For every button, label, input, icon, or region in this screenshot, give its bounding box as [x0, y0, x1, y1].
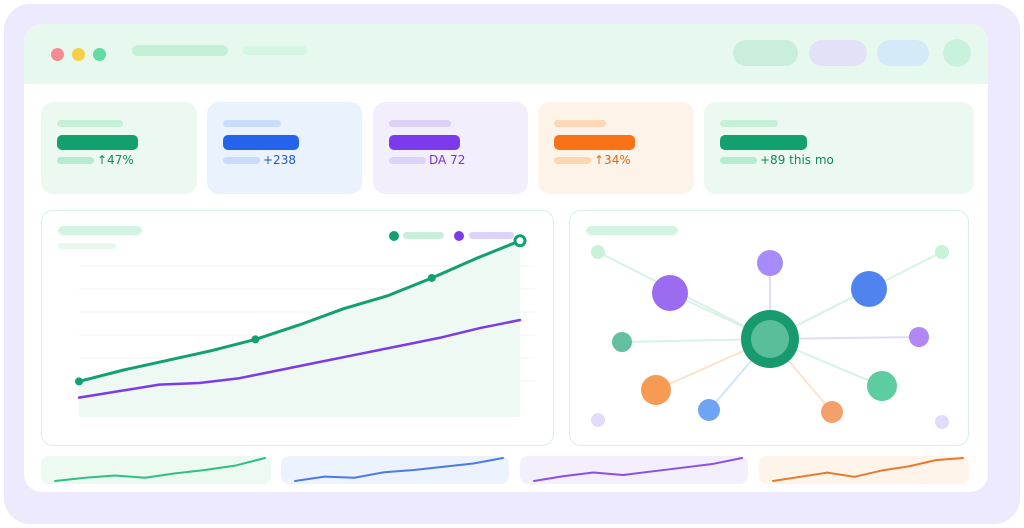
stat-sub-placeholder	[554, 157, 591, 164]
line-chart-panel	[41, 210, 554, 446]
series-line-1	[77, 239, 522, 383]
graph-node	[821, 401, 843, 423]
legend-label-placeholder	[403, 232, 444, 239]
stat-value-bar	[223, 135, 299, 150]
sparkline	[54, 457, 266, 482]
legend-label-placeholder	[469, 232, 514, 239]
toolbar-pill-2[interactable]	[809, 40, 867, 66]
stat-delta: +89 this mo	[760, 153, 834, 167]
window-title-placeholder	[132, 45, 228, 56]
maximize-dot[interactable]	[93, 48, 106, 61]
stat-sub-placeholder	[389, 157, 426, 164]
data-point	[75, 377, 83, 386]
dashboard-window: ↑47% +238 DA 72 ↑34% +89 this mo	[24, 24, 988, 492]
graph-node	[591, 413, 605, 427]
legend-dot-green	[389, 231, 399, 241]
sparkline	[533, 457, 743, 482]
chart-title-placeholder	[58, 226, 142, 235]
stat-value-bar	[554, 135, 635, 150]
data-point-highlight	[513, 234, 527, 248]
graph-node	[909, 327, 929, 347]
graph-node	[698, 399, 720, 421]
series-line-2	[77, 318, 522, 399]
graph-node	[851, 271, 887, 307]
area-fill	[79, 240, 520, 417]
stat-value-bar	[389, 135, 460, 150]
sparkline-path	[54, 457, 266, 482]
stat-delta: ↑47%	[97, 153, 134, 167]
stat-card-5: +89 this mo	[704, 102, 974, 194]
stat-delta: DA 72	[429, 153, 466, 167]
stat-label-placeholder	[720, 120, 778, 127]
sparkline-path	[772, 457, 964, 482]
graph-node	[641, 375, 671, 405]
sparkline	[772, 457, 964, 482]
graph-node	[867, 371, 897, 401]
sparkline-path	[294, 457, 504, 482]
stat-card-3: DA 72	[373, 102, 528, 194]
graph-title-placeholder	[586, 226, 678, 235]
toolbar-pill-1[interactable]	[733, 40, 798, 66]
sparkline	[294, 457, 504, 482]
line-chart	[75, 234, 535, 417]
stat-value-bar	[720, 135, 807, 150]
stat-sub-placeholder	[57, 157, 94, 164]
sparkline-card-3	[520, 456, 748, 484]
stat-sub-placeholder	[223, 157, 260, 164]
stat-label-placeholder	[554, 120, 606, 127]
stat-sub-placeholder	[720, 157, 757, 164]
graph-node	[612, 332, 632, 352]
sparkline-path	[533, 457, 743, 482]
stat-value-bar	[57, 135, 138, 150]
stat-card-1: ↑47%	[41, 102, 197, 194]
chart-subtitle-placeholder	[58, 243, 116, 249]
stat-label-placeholder	[223, 120, 281, 127]
network-graph	[591, 245, 949, 429]
stat-card-2: +238	[207, 102, 362, 194]
graph-node	[591, 245, 605, 259]
graph-node	[652, 275, 688, 311]
stat-label-placeholder	[389, 120, 451, 127]
stat-delta: +238	[263, 153, 296, 167]
toolbar-pill-3[interactable]	[877, 40, 929, 66]
data-point	[427, 273, 436, 282]
graph-node	[757, 250, 783, 276]
sparkline-card-4	[759, 456, 969, 484]
legend-dot-purple	[454, 231, 464, 241]
avatar[interactable]	[943, 39, 971, 67]
graph-node	[935, 415, 949, 429]
graph-hub-inner	[751, 320, 789, 358]
close-dot[interactable]	[51, 48, 64, 61]
stat-delta: ↑34%	[594, 153, 631, 167]
graph-node	[935, 245, 949, 259]
stat-card-4: ↑34%	[538, 102, 694, 194]
window-subtitle-placeholder	[242, 46, 307, 55]
stat-label-placeholder	[57, 120, 123, 127]
title-bar	[24, 24, 988, 84]
sparkline-card-2	[281, 456, 509, 484]
minimize-dot[interactable]	[72, 48, 85, 61]
sparkline-card-1	[41, 456, 271, 484]
data-point	[251, 335, 260, 344]
network-graph-panel	[569, 210, 969, 446]
